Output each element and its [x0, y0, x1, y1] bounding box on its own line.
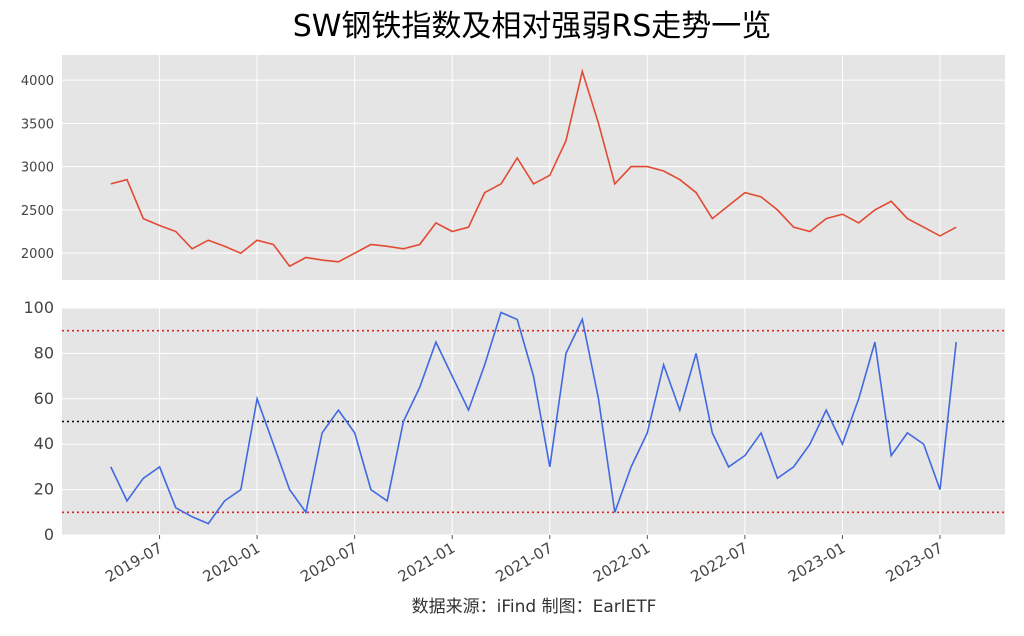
y-tick-label: 20	[34, 480, 54, 499]
x-tick-label: 2021-01	[395, 539, 458, 586]
x-tick-label: 2023-07	[883, 539, 946, 586]
plot-area	[62, 55, 1005, 280]
x-tick-label: 2019-07	[102, 539, 165, 586]
y-tick-label: 3500	[21, 117, 54, 132]
y-tick-label: 0	[44, 525, 54, 544]
source-note: 数据来源：iFind 制图：EarlETF	[412, 597, 657, 617]
x-tick-label: 2020-01	[200, 539, 263, 586]
y-tick-label: 60	[34, 389, 54, 408]
y-tick-label: 2500	[21, 204, 54, 219]
y-tick-label: 80	[34, 343, 54, 362]
y-tick-label: 2000	[21, 247, 54, 262]
y-tick-label: 4000	[21, 74, 54, 89]
x-tick-label: 2022-07	[688, 539, 751, 586]
y-tick-label: 3000	[21, 161, 54, 176]
y-tick-label: 40	[34, 434, 54, 453]
x-tick-label: 2022-01	[590, 539, 653, 586]
y-tick-label: 100	[23, 298, 54, 317]
x-tick-label: 2020-07	[297, 539, 360, 586]
x-tick-label: 2021-07	[492, 539, 555, 586]
data-line	[110, 68, 957, 268]
x-tick-label: 2023-01	[785, 539, 848, 586]
data-line	[110, 311, 957, 525]
chart-title: SW钢铁指数及相对强弱RS走势一览	[293, 9, 772, 44]
